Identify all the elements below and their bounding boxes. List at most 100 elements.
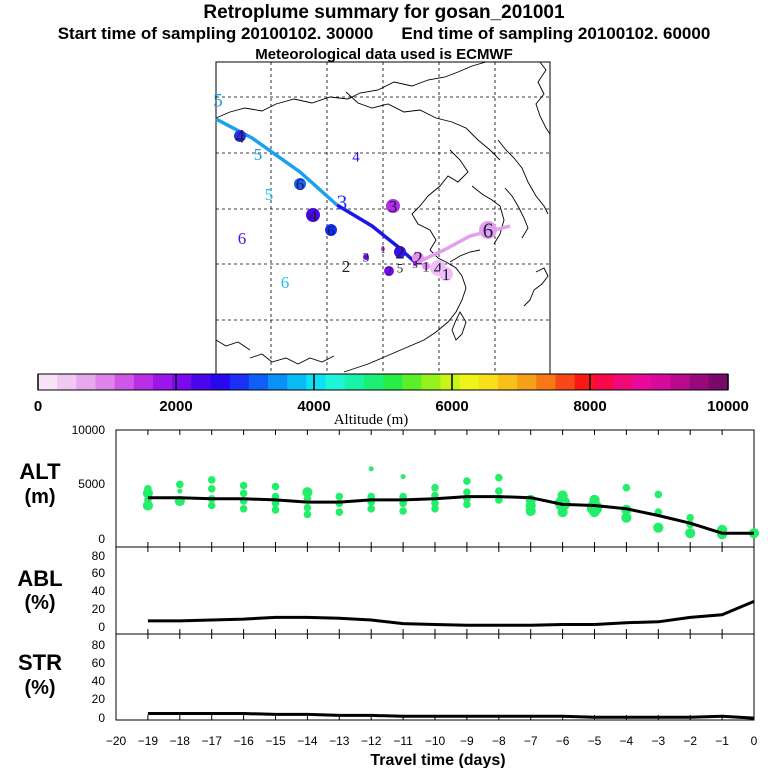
marker-label: 5 <box>254 145 263 164</box>
alt-scatter-point <box>303 510 312 519</box>
trajectory-marker: 1 <box>380 244 386 256</box>
marker-label: 1 <box>380 244 386 256</box>
alt-scatter-point <box>685 528 696 539</box>
x-tick-label: −13 <box>329 734 350 748</box>
colorbar-tick-label: 6000 <box>435 398 468 415</box>
marker-dot <box>439 267 453 281</box>
colorbar-label: Altitude (m) <box>334 412 409 428</box>
trajectory-marker: 4 <box>352 149 360 165</box>
marker-label: 6 <box>296 175 305 194</box>
colorbar-cell <box>57 374 77 390</box>
time-series-panels: ALT (m) ABL (%) STR (%) 10000 5000 0 80 … <box>17 423 760 768</box>
alt-scatter-points <box>142 466 760 540</box>
alt-scatter-point <box>621 512 632 523</box>
trajectory-marker: 5 <box>213 91 223 112</box>
x-tick-marks <box>115 430 755 720</box>
alt-scatter-point <box>557 506 568 518</box>
abl-y-axis: 80 60 40 20 0 <box>92 549 106 634</box>
x-tick-label: −12 <box>361 734 382 748</box>
marker-label: 6 <box>238 229 247 248</box>
marker-dot <box>384 266 394 276</box>
colorbar-cell <box>478 374 499 390</box>
marker-dot <box>394 246 406 258</box>
alt-scatter-point <box>431 483 439 492</box>
trajectory-marker: 6 <box>325 223 337 239</box>
abl-panel-unit: (%) <box>24 592 55 614</box>
trajectory-marker: 6 <box>294 175 306 194</box>
alt-scatter-point <box>207 501 216 510</box>
x-axis-label: Travel time (days) <box>370 752 505 768</box>
alt-scatter-point <box>335 492 344 501</box>
colorbar-cell <box>172 374 192 390</box>
trajectory-marker: 6 <box>238 229 247 248</box>
alt-line <box>147 495 754 535</box>
trajectory-marker: 4 <box>306 206 320 225</box>
altitude-colorbar: 0 2000 4000 6000 8000 10000 Altitude (m) <box>34 373 749 428</box>
colorbar-cell <box>363 374 384 390</box>
marker-label: 6 <box>483 218 494 242</box>
colorbar-cell <box>670 374 691 390</box>
trajectory-marker: 4 <box>234 127 246 148</box>
marker-dot <box>381 247 385 251</box>
alt-scatter-point <box>495 487 503 495</box>
colorbar-cell <box>287 374 307 390</box>
alt-scatter-point <box>686 513 694 522</box>
marker-label: 2 <box>413 249 423 270</box>
trajectory-marker: 6 <box>479 218 497 242</box>
colorbar-cell <box>344 374 365 390</box>
marker-dot <box>306 208 320 222</box>
str-ytick: 0 <box>98 711 105 725</box>
panels-frame <box>115 429 755 721</box>
alt-scatter-point <box>653 522 664 533</box>
alt-scatter-point <box>177 488 183 494</box>
marker-label: 4 <box>309 206 318 225</box>
colorbar-cell <box>268 374 288 390</box>
alt-y-axis: 10000 5000 0 <box>72 423 106 546</box>
alt-scatter-point <box>400 474 406 480</box>
x-tick-label: −8 <box>492 734 506 748</box>
colorbar-cell <box>229 374 250 390</box>
marker-label: 3 <box>389 197 398 216</box>
colorbar-tick-label: 2000 <box>159 398 192 415</box>
x-tick-label: −9 <box>460 734 474 748</box>
colorbar-tick-label: 4000 <box>297 398 330 415</box>
trajectory-marker: 3 <box>363 250 370 265</box>
trajectory-segment <box>336 203 418 265</box>
alt-scatter-point <box>271 506 280 514</box>
colorbar-cell <box>383 374 403 390</box>
alt-scatter-point <box>431 499 439 508</box>
chart-title: Retroplume summary for gosan_201001 <box>203 2 565 23</box>
alt-scatter-point <box>239 505 248 513</box>
map-graticule <box>216 62 550 374</box>
abl-ytick: 80 <box>92 549 106 563</box>
colorbar-cell <box>689 374 710 390</box>
alt-scatter-point <box>654 490 663 499</box>
x-tick-label: 0 <box>751 734 758 748</box>
x-tick-label: −20 <box>106 734 127 748</box>
marker-label: 1 <box>422 259 430 275</box>
trajectory-marker: 2 <box>394 243 406 264</box>
colorbar-cell <box>498 374 518 390</box>
alt-scatter-point <box>367 505 376 513</box>
colorbar-tick-label: 8000 <box>573 398 606 415</box>
alt-scatter-point <box>303 503 312 512</box>
colorbar-cell <box>210 374 231 390</box>
alt-scatter-point <box>207 476 216 484</box>
start-time-label: Start time of sampling 20100102. 30000 <box>57 24 374 43</box>
str-ytick: 80 <box>92 638 106 652</box>
colorbar-cell <box>76 374 97 390</box>
str-line <box>147 712 755 720</box>
trajectory-marker: 1 <box>422 259 430 275</box>
marker-dot <box>422 262 430 270</box>
alt-scatter-point <box>525 505 536 517</box>
marker-label: 3 <box>363 250 370 265</box>
end-time-label: End time of sampling 20100102. 60000 <box>401 24 711 43</box>
alt-scatter-point <box>142 500 153 511</box>
marker-dot <box>294 178 306 190</box>
trajectory-marker: 5 <box>265 185 274 204</box>
marker-label: 6 <box>327 223 335 239</box>
str-panel-unit: (%) <box>24 677 55 699</box>
str-ytick: 60 <box>92 656 106 670</box>
alt-scatter-point <box>302 487 313 498</box>
